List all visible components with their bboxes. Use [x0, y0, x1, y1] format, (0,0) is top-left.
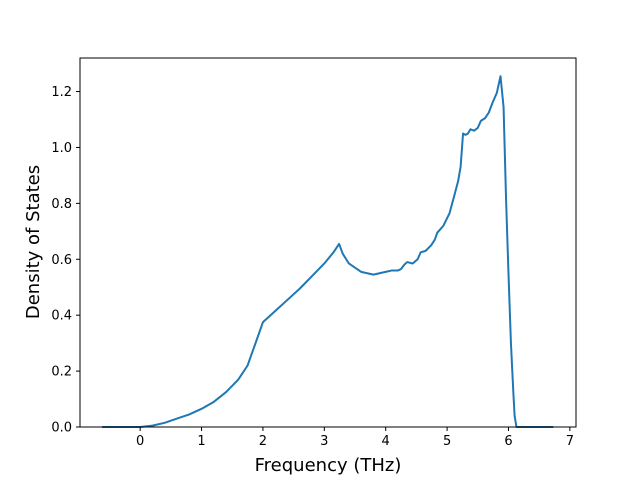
- y-tick-label: 0.6: [51, 253, 72, 268]
- x-tick-label: 6: [504, 434, 512, 449]
- y-tick-label: 0.8: [51, 197, 72, 212]
- plot-area: [79, 57, 577, 428]
- y-tick-label: 0.2: [51, 365, 72, 380]
- y-axis-ticks: 0.0 0.2 0.4 0.6 0.8 1.0 1.2: [51, 85, 80, 436]
- x-tick-label: 2: [259, 434, 267, 449]
- y-tick-label: 0.0: [51, 421, 72, 436]
- y-tick-label: 0.4: [51, 309, 72, 324]
- x-tick-label: 1: [197, 434, 205, 449]
- x-tick-label: 4: [382, 434, 390, 449]
- y-axis-label: Density of States: [23, 165, 44, 319]
- x-axis-label: Frequency (THz): [255, 455, 402, 476]
- axes-frame: [79, 57, 577, 428]
- x-tick-label: 0: [136, 434, 144, 449]
- y-tick-label: 1.2: [51, 85, 72, 100]
- x-tick-label: 3: [320, 434, 328, 449]
- x-axis-ticks: 0 1 2 3 4 5 6 7: [136, 427, 574, 449]
- series-line-0: [102, 75, 554, 428]
- y-tick-label: 1.0: [51, 141, 72, 156]
- x-tick-label: 5: [443, 434, 451, 449]
- x-tick-label: 7: [566, 434, 574, 449]
